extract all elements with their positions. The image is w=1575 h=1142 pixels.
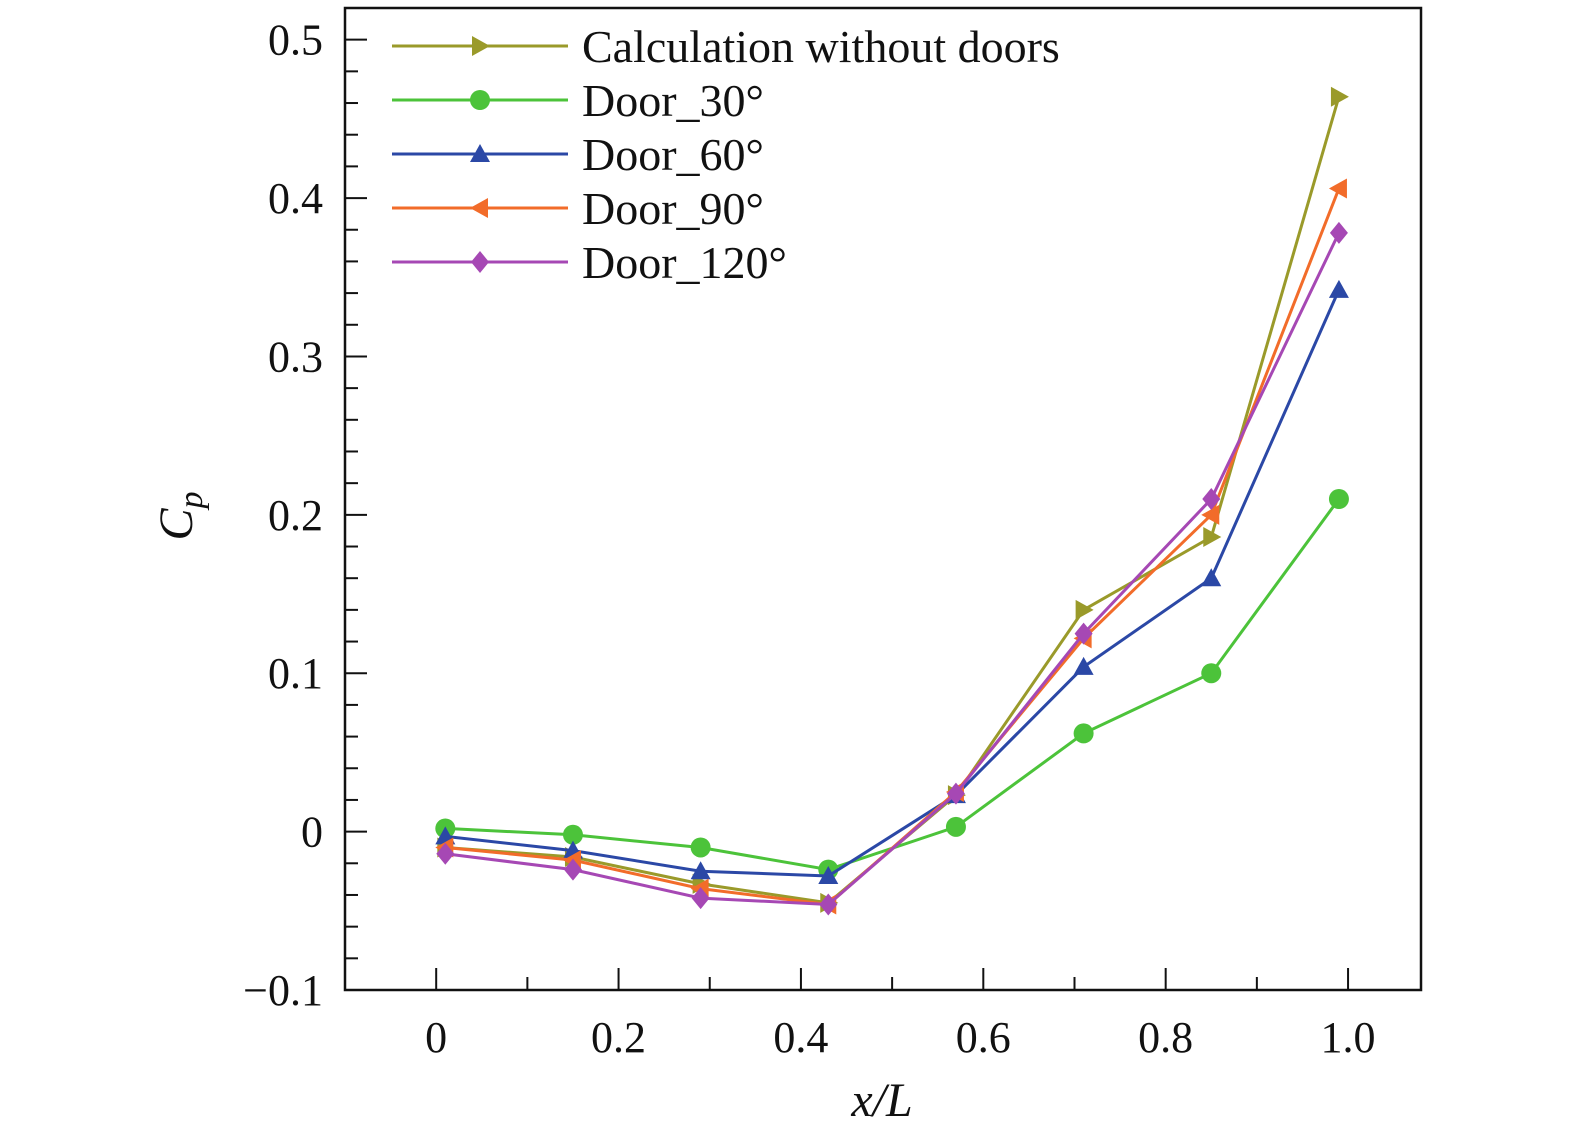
y-tick-label: 0.4 <box>268 174 323 223</box>
data-point <box>562 824 583 845</box>
y-tick-label: 0.3 <box>268 332 323 381</box>
series-layer <box>435 86 1349 916</box>
legend-entry: Door_30° <box>392 75 764 126</box>
data-point <box>691 887 710 910</box>
legend-marker <box>470 90 490 110</box>
data-point <box>1201 663 1222 684</box>
data-point <box>818 865 839 884</box>
legend-label: Door_90° <box>582 183 764 234</box>
series-line <box>445 232 1341 907</box>
series-3 <box>435 178 1347 915</box>
legend-marker <box>470 144 490 162</box>
legend-label: Calculation without doors <box>582 21 1060 72</box>
legend-entry: Door_60° <box>392 129 764 180</box>
data-point <box>563 858 582 881</box>
data-point <box>1075 599 1094 620</box>
data-point <box>946 782 965 805</box>
x-tick-label: 0.4 <box>773 1013 828 1062</box>
x-tick-label: 0.6 <box>956 1013 1011 1062</box>
x-tick-label: 0.8 <box>1138 1013 1193 1062</box>
y-axis-label-main: C <box>150 508 203 541</box>
y-tick-label: 0 <box>301 808 323 857</box>
legend-marker <box>472 36 490 56</box>
y-tick-label: −0.1 <box>243 966 323 1015</box>
data-point <box>1201 504 1220 525</box>
data-point <box>1074 622 1093 645</box>
data-point <box>1328 489 1349 509</box>
data-point <box>1328 279 1349 298</box>
legend-entry: Door_120° <box>392 237 787 288</box>
legend: Calculation without doorsDoor_30°Door_60… <box>392 21 1060 288</box>
data-point <box>690 837 711 858</box>
data-point <box>1328 178 1347 199</box>
legend-entry: Calculation without doors <box>392 21 1060 72</box>
data-point <box>1073 723 1094 744</box>
legend-marker <box>471 251 489 273</box>
data-point <box>945 816 966 837</box>
legend-label: Door_120° <box>582 237 787 288</box>
series-1 <box>435 489 1349 880</box>
plot-frame <box>343 6 1423 992</box>
data-point <box>1202 488 1221 510</box>
legend-label: Door_30° <box>582 75 764 126</box>
series-4 <box>436 221 1348 916</box>
y-axis-label: Cp <box>150 491 210 540</box>
x-tick-label: 0 <box>425 1013 447 1062</box>
data-point <box>1203 527 1222 548</box>
series-line <box>445 498 1341 872</box>
y-tick-label: 0.2 <box>268 491 323 540</box>
y-tick-label: 0.1 <box>268 649 323 698</box>
y-tick-label: 0.5 <box>268 16 323 65</box>
data-point <box>1330 86 1349 107</box>
series-2 <box>435 279 1349 884</box>
data-point <box>1329 221 1348 244</box>
x-tick-label: 0.2 <box>591 1013 646 1062</box>
legend-label: Door_60° <box>582 129 764 180</box>
legend-entry: Door_90° <box>392 183 764 234</box>
y-axis-label-subscript: p <box>173 491 210 510</box>
series-line <box>445 188 1341 907</box>
axis-ticks: 0 0.2 0.4 0.6 0.8 1.0 −0.1 0 0.1 0.2 0.3 0.4 0.5 <box>243 7 1376 1062</box>
legend-marker <box>470 198 488 218</box>
data-point <box>819 893 838 916</box>
plot-area <box>343 6 1423 992</box>
x-axis-label: x/L <box>850 1074 912 1127</box>
x-tick-label: 1.0 <box>1321 1013 1376 1062</box>
series-line <box>445 289 1341 878</box>
data-point <box>1201 568 1222 587</box>
data-point <box>436 842 455 865</box>
data-point <box>1073 656 1094 675</box>
data-point <box>690 861 711 880</box>
